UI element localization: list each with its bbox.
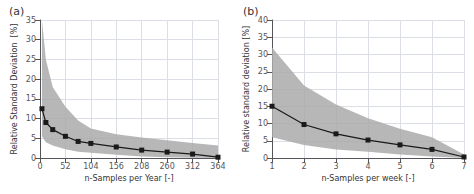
svg-text:0: 0 — [37, 162, 42, 171]
svg-text:5: 5 — [31, 134, 36, 143]
svg-text:52: 52 — [60, 162, 70, 171]
svg-text:1: 1 — [269, 162, 274, 171]
svg-text:Relative standard deviation [%: Relative standard deviation [%] — [242, 26, 251, 152]
svg-text:4: 4 — [365, 162, 370, 171]
svg-text:30: 30 — [26, 35, 36, 44]
svg-text:20: 20 — [26, 75, 36, 84]
svg-text:260: 260 — [160, 162, 175, 171]
svg-text:n-Samples per Year [-]: n-Samples per Year [-] — [84, 174, 173, 183]
svg-text:2: 2 — [301, 162, 306, 171]
svg-text:40: 40 — [258, 16, 268, 25]
svg-text:30: 30 — [258, 50, 268, 59]
svg-text:312: 312 — [185, 162, 200, 171]
svg-text:5: 5 — [263, 136, 268, 145]
svg-text:35: 35 — [258, 33, 268, 42]
svg-text:15: 15 — [26, 94, 36, 103]
svg-text:3: 3 — [333, 162, 338, 171]
svg-text:(b): (b) — [243, 5, 259, 18]
svg-text:156: 156 — [109, 162, 124, 171]
svg-text:10: 10 — [258, 119, 268, 128]
svg-text:104: 104 — [83, 162, 98, 171]
svg-text:5: 5 — [397, 162, 402, 171]
svg-text:20: 20 — [258, 85, 268, 94]
svg-text:(a): (a) — [9, 5, 24, 18]
svg-text:208: 208 — [134, 162, 149, 171]
svg-text:364: 364 — [210, 162, 225, 171]
svg-text:15: 15 — [258, 102, 268, 111]
svg-text:0: 0 — [263, 154, 268, 163]
svg-text:25: 25 — [26, 55, 36, 64]
svg-text:6: 6 — [429, 162, 434, 171]
svg-text:35: 35 — [26, 16, 36, 25]
svg-text:25: 25 — [258, 67, 268, 76]
svg-text:10: 10 — [26, 114, 36, 123]
svg-text:0: 0 — [31, 154, 36, 163]
svg-text:n-Samples per week [-]: n-Samples per week [-] — [321, 174, 414, 183]
svg-text:Relative Standard Deviation [: Relative Standard Deviation [%] — [10, 24, 19, 155]
svg-text:7: 7 — [461, 162, 466, 171]
